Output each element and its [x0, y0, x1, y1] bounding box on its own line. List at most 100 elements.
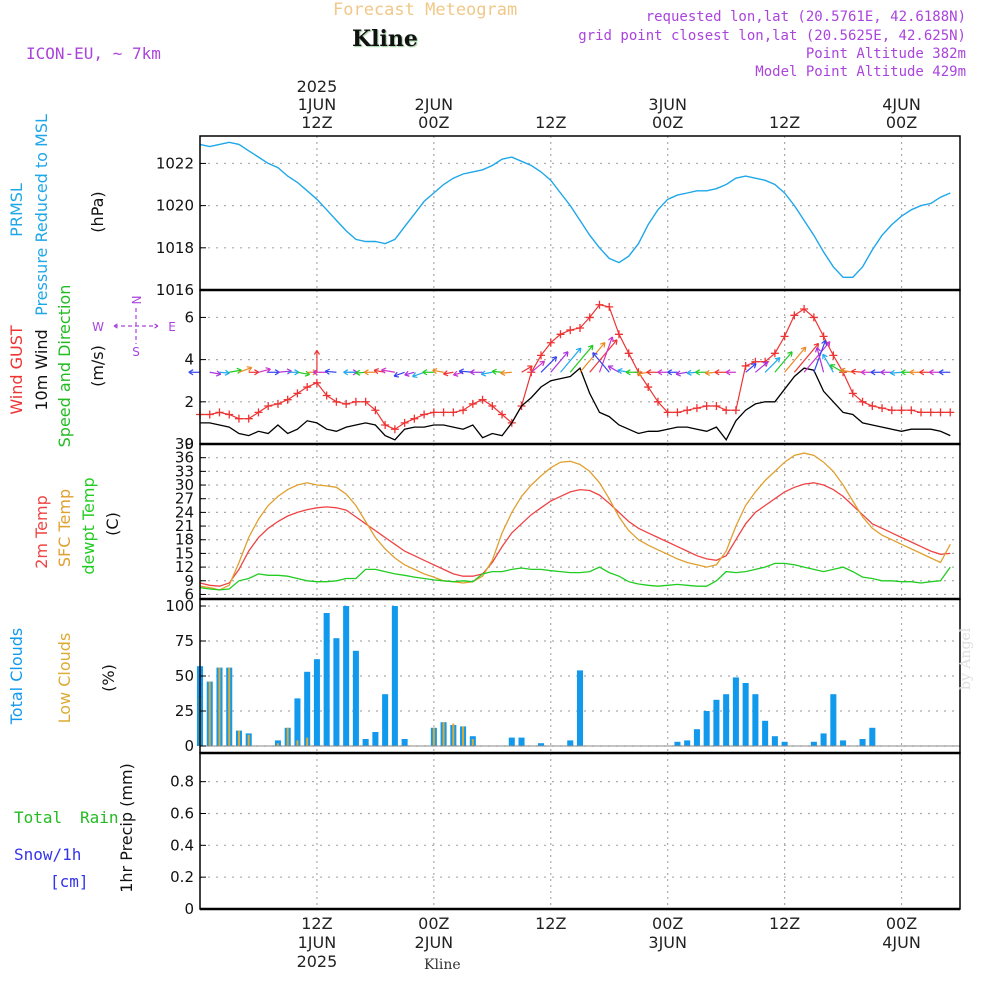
- wind-vector-head: [829, 364, 836, 370]
- gust-point: [225, 410, 234, 419]
- gust-point: [790, 311, 799, 320]
- low-cloud-bar: [306, 737, 309, 746]
- gust-point: [527, 368, 536, 377]
- wind-vector-head: [800, 346, 807, 353]
- wind-vector: [481, 371, 493, 375]
- wind-vector: [579, 342, 606, 373]
- temperature-y-tick-label: 33: [175, 462, 194, 480]
- wind-vector: [355, 371, 366, 374]
- gust-point: [478, 395, 487, 404]
- pressure-desc-label: Pressure Reduced to MSL: [32, 114, 51, 316]
- gridpoint-coords: grid point closest lon,lat (20.5625E, 42…: [578, 28, 966, 44]
- wind-vector: [686, 371, 697, 374]
- gust-line: [200, 304, 951, 430]
- gust-point: [907, 406, 916, 415]
- wind-vector-head: [929, 369, 934, 376]
- gust-point: [371, 406, 380, 415]
- wind-vector-head: [563, 351, 569, 357]
- wind-vector-head: [600, 341, 606, 348]
- top-time-label: 4JUN: [882, 95, 921, 114]
- wind-vector: [803, 341, 831, 373]
- gust-point: [361, 397, 370, 406]
- pressure-y-tick-label: 1016: [156, 281, 194, 299]
- bottom-time-label: 12Z: [535, 914, 566, 933]
- total-cloud-bar: [703, 711, 710, 746]
- wind-vector-head: [324, 368, 331, 375]
- temperature-y-tick-label: 21: [175, 517, 194, 535]
- wind-vector-head: [890, 369, 896, 376]
- top-time-label: 12Z: [535, 113, 566, 132]
- gust-point: [429, 408, 438, 417]
- temperature-y-tick-label: 30: [175, 476, 194, 494]
- low-cloud-bar: [452, 723, 455, 746]
- compass-n: N: [129, 296, 143, 305]
- bottom-time-label: 00Z: [652, 914, 683, 933]
- wind-vector-head: [714, 369, 720, 376]
- gust-point: [624, 349, 633, 358]
- wind-vector-head: [617, 367, 623, 375]
- temperature-y-tick-label: 39: [175, 435, 194, 453]
- gust-point: [936, 408, 945, 417]
- wind-vector-head: [443, 370, 449, 377]
- top-time-label: 2025: [297, 77, 338, 96]
- low-cloud-bar: [432, 727, 435, 746]
- low-cloud-bar: [296, 740, 299, 746]
- wind-vector: [764, 357, 781, 373]
- total-cloud-bar: [362, 739, 369, 746]
- gust-point: [702, 402, 711, 411]
- wind-vector-head: [312, 369, 318, 376]
- top-time-label: 00Z: [886, 113, 917, 132]
- wind-vector-head: [381, 367, 387, 374]
- total-cloud-bar: [723, 694, 730, 746]
- gust-point: [741, 361, 750, 370]
- temperature-y-tick-label: 9: [184, 572, 194, 590]
- wind-vector-head: [762, 361, 769, 367]
- footer-location: Kline: [424, 957, 461, 973]
- wind-vector-head: [636, 370, 643, 377]
- wind-vector: [258, 368, 271, 373]
- gust-point: [673, 408, 682, 417]
- wind-vector: [754, 361, 769, 373]
- wind-vector-head: [343, 369, 349, 376]
- gust-point: [595, 300, 604, 309]
- wind-vector: [530, 360, 545, 373]
- gust-label: Wind GUST: [7, 325, 26, 415]
- wind-vector-head: [725, 369, 731, 376]
- rain-label-total: Total: [14, 808, 62, 827]
- wind-vector: [209, 371, 221, 375]
- point-altitude: Point Altitude 382m: [805, 46, 966, 62]
- precip-y-tick-label: 0.2: [170, 868, 194, 886]
- grid-layer: [200, 136, 960, 910]
- total-cloud-bar: [382, 694, 389, 746]
- clouds-y-tick-label: 25: [175, 702, 194, 720]
- precip-y-tick-label: 0.8: [170, 773, 194, 791]
- total-cloud-bar: [859, 739, 866, 746]
- wind-vector: [381, 369, 395, 373]
- wind-label: 10m Wind: [32, 329, 51, 410]
- gust-point: [468, 399, 477, 408]
- compass-w: W: [92, 320, 104, 334]
- wind-vector-head: [411, 372, 418, 379]
- gust-point: [420, 410, 429, 419]
- wind-vector: [297, 371, 310, 376]
- gust-point: [858, 397, 867, 406]
- top-time-label: 00Z: [652, 113, 683, 132]
- compass-s: S: [132, 345, 140, 359]
- bottom-time-label: 2JUN: [415, 933, 454, 952]
- wind-vector: [540, 356, 558, 373]
- gust-point: [244, 414, 253, 423]
- gust-point: [390, 425, 399, 434]
- wind-vector-head: [254, 369, 260, 376]
- clouds-y-tick-label: 75: [175, 632, 194, 650]
- wind-y-tick-label: 0: [184, 435, 194, 453]
- gust-point: [653, 397, 662, 406]
- total-cloud-bar: [508, 737, 515, 746]
- wind-vector-head: [393, 371, 400, 378]
- total-cloud-bar: [781, 741, 788, 746]
- total-cloud-bar: [323, 613, 330, 746]
- total-cloud-bar: [343, 606, 350, 746]
- wind-vector-head: [500, 369, 506, 376]
- wind-vector: [598, 336, 613, 373]
- total-cloud-bar: [313, 659, 320, 746]
- pressure-unit-label: (hPa): [88, 191, 107, 232]
